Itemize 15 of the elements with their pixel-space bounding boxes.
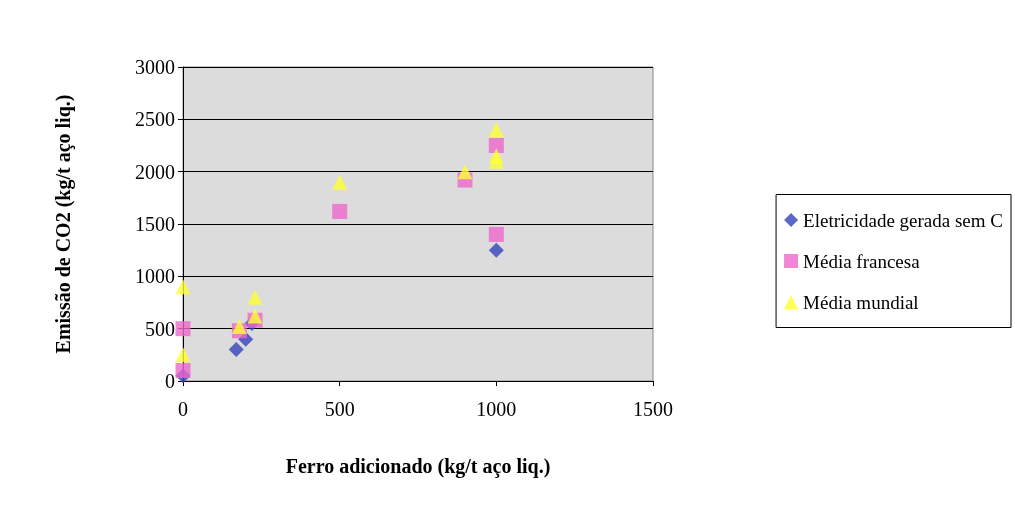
y-tick-label: 3000 <box>135 56 175 78</box>
x-tick-label: 500 <box>324 398 355 420</box>
y-tick-label: 0 <box>165 370 175 392</box>
legend-label: Média francesa <box>803 250 921 272</box>
legend-label: Eletricidade gerada sem C <box>803 209 1003 231</box>
legend-label: Média mundial <box>803 291 919 313</box>
y-axis-title: Emissão de CO2 (kg/t aço liq.) <box>52 94 75 354</box>
x-tick-label: 1500 <box>633 398 673 420</box>
x-axis-title: Ferro adicionado (kg/t aço liq.) <box>285 455 551 478</box>
y-tick-label: 1500 <box>135 213 175 235</box>
y-tick-label: 500 <box>145 317 175 340</box>
y-tick-label: 2000 <box>135 160 175 183</box>
y-tick-label: 1000 <box>135 265 175 288</box>
x-tick-label: 1000 <box>476 398 517 420</box>
y-tick-label: 2500 <box>135 108 175 131</box>
